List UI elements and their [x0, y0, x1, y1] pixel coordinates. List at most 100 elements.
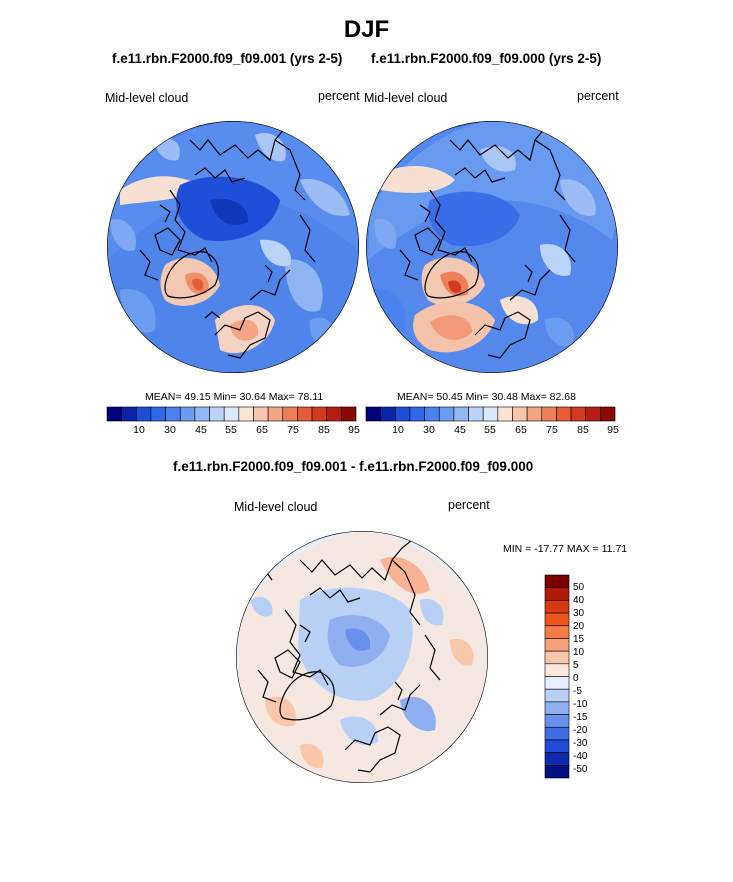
colorbar-swatch	[438, 406, 455, 422]
colorbar-swatch	[497, 406, 513, 422]
cb3-tick-label: -20	[573, 725, 588, 736]
colorbar-swatch	[311, 406, 328, 422]
colorbar-swatch	[453, 406, 469, 422]
difference-title: f.e11.rbn.F2000.f09_f09.001 - f.e11.rbn.…	[173, 459, 534, 474]
cb3-tick-label: -15	[573, 712, 588, 723]
colorbar-swatch	[544, 752, 570, 766]
panel2-units-label: percent	[577, 89, 619, 103]
cb1-tick-label: 55	[225, 424, 237, 436]
colorbar-swatch	[544, 714, 570, 728]
cb2-tick-label: 45	[454, 424, 466, 436]
colorbar-swatch	[424, 406, 440, 422]
panel1-mean-label: MEAN=	[145, 391, 182, 403]
panel2-mean-value: 50.45	[436, 391, 463, 403]
panel1-variable-label: Mid-level cloud	[105, 91, 189, 105]
cb1-tick-label: 95	[348, 424, 360, 436]
cb1-tick-label: 10	[133, 424, 145, 436]
cb3-tick-label: 50	[573, 582, 585, 593]
colorbar-swatch	[544, 688, 570, 703]
cb3-tick-label: 40	[573, 595, 585, 606]
cb3-tick-label: 0	[573, 673, 579, 684]
panel1-max-label: Max=	[268, 391, 295, 403]
colorbar-swatch	[544, 612, 570, 627]
colorbar-swatch	[282, 406, 298, 422]
colorbar-swatch	[544, 701, 570, 715]
main-title: DJF	[343, 16, 390, 43]
panel2-variable-label: Mid-level cloud	[364, 91, 448, 105]
panel2-max-label: Max=	[520, 391, 547, 403]
cb3-tick-label: 30	[573, 608, 585, 619]
colorbar-swatch	[238, 406, 254, 422]
difference-minmax: MIN = -17.77 MAX = 11.71	[503, 543, 628, 555]
cb1-tick-label: 65	[256, 424, 268, 436]
colorbar-swatch	[600, 406, 616, 422]
colorbar-swatch	[556, 406, 572, 422]
panel2-max-value: 82.68	[549, 391, 576, 403]
cb1-tick-label: 85	[318, 424, 330, 436]
colorbar-swatch	[482, 406, 499, 422]
colorbar-swatch	[380, 406, 396, 422]
colorbar-swatch	[165, 406, 181, 422]
colorbar-swatch	[223, 406, 240, 422]
colorbar-swatch	[253, 406, 269, 422]
difference-units-label: percent	[448, 498, 490, 512]
colorbar-swatch	[194, 406, 210, 422]
cb1-tick-label: 30	[164, 424, 176, 436]
colorbar-swatch	[179, 406, 196, 422]
cb2-tick-label: 55	[484, 424, 496, 436]
cb1-tick-label: 45	[195, 424, 207, 436]
colorbar-swatch	[209, 406, 225, 422]
cb3-tick-label: -5	[573, 686, 582, 697]
colorbar-swatch	[544, 574, 570, 588]
panel2-min-value: 30.48	[491, 391, 518, 403]
colorbar-swatch	[544, 676, 570, 690]
colorbar-swatch	[544, 600, 570, 614]
colorbar-swatch	[341, 406, 357, 422]
colorbar-swatch	[544, 650, 570, 665]
cb3-tick-label: 5	[573, 660, 579, 671]
colorbar-swatch	[544, 638, 570, 652]
colorbar-swatch	[150, 406, 166, 422]
colorbar-swatch	[297, 406, 313, 422]
cb2-tick-label: 95	[607, 424, 619, 436]
cb3-tick-label: -10	[573, 699, 588, 710]
cb2-tick-label: 10	[392, 424, 404, 436]
colorbar-swatch	[544, 587, 570, 601]
colorbar-swatch	[267, 406, 284, 422]
colorbar-swatch	[512, 406, 528, 422]
panel2-min-label: Min=	[465, 391, 489, 403]
cb2-tick-label: 30	[423, 424, 435, 436]
polar-map-case-001	[107, 121, 359, 373]
polar-map-difference	[236, 531, 488, 783]
cb1-tick-label: 75	[287, 424, 299, 436]
cb2-tick-label: 65	[515, 424, 527, 436]
colorbar-panel1	[106, 406, 357, 422]
panel1-stats: MEAN= 49.15 Min= 30.64 Max= 78.11	[145, 391, 323, 403]
cb3-tick-label: 15	[573, 634, 585, 645]
cb3-tick-label: -50	[573, 764, 588, 775]
colorbar-swatch	[585, 406, 601, 422]
panel1-max-value: 78.11	[297, 391, 324, 403]
cb3-tick-label: 20	[573, 621, 585, 632]
colorbar-swatch	[121, 406, 137, 422]
colorbar-swatch	[365, 406, 381, 422]
colorbar-difference	[544, 574, 570, 779]
panel1-mean-value: 49.15	[184, 391, 211, 403]
panel1-min-label: Min=	[213, 391, 237, 403]
colorbar-swatch	[526, 406, 543, 422]
colorbar-swatch	[468, 406, 484, 422]
cb2-tick-label: 85	[577, 424, 589, 436]
difference-variable-label: Mid-level cloud	[234, 500, 318, 514]
panel2-stats: MEAN= 50.45 Min= 30.48 Max= 82.68	[397, 391, 576, 403]
panel1-case-title: f.e11.rbn.F2000.f09_f09.001 (yrs 2-5)	[112, 51, 343, 66]
cb3-tick-label: -30	[573, 738, 588, 749]
colorbar-swatch	[570, 406, 587, 422]
panel1-units-label: percent	[318, 89, 360, 103]
colorbar-swatch	[541, 406, 557, 422]
cb3-tick-label: 10	[573, 647, 585, 658]
panel2-mean-label: MEAN=	[397, 391, 434, 403]
colorbar-swatch	[409, 406, 425, 422]
colorbar-swatch	[394, 406, 411, 422]
polar-map-case-000	[366, 121, 618, 373]
colorbar-swatch	[544, 663, 570, 677]
